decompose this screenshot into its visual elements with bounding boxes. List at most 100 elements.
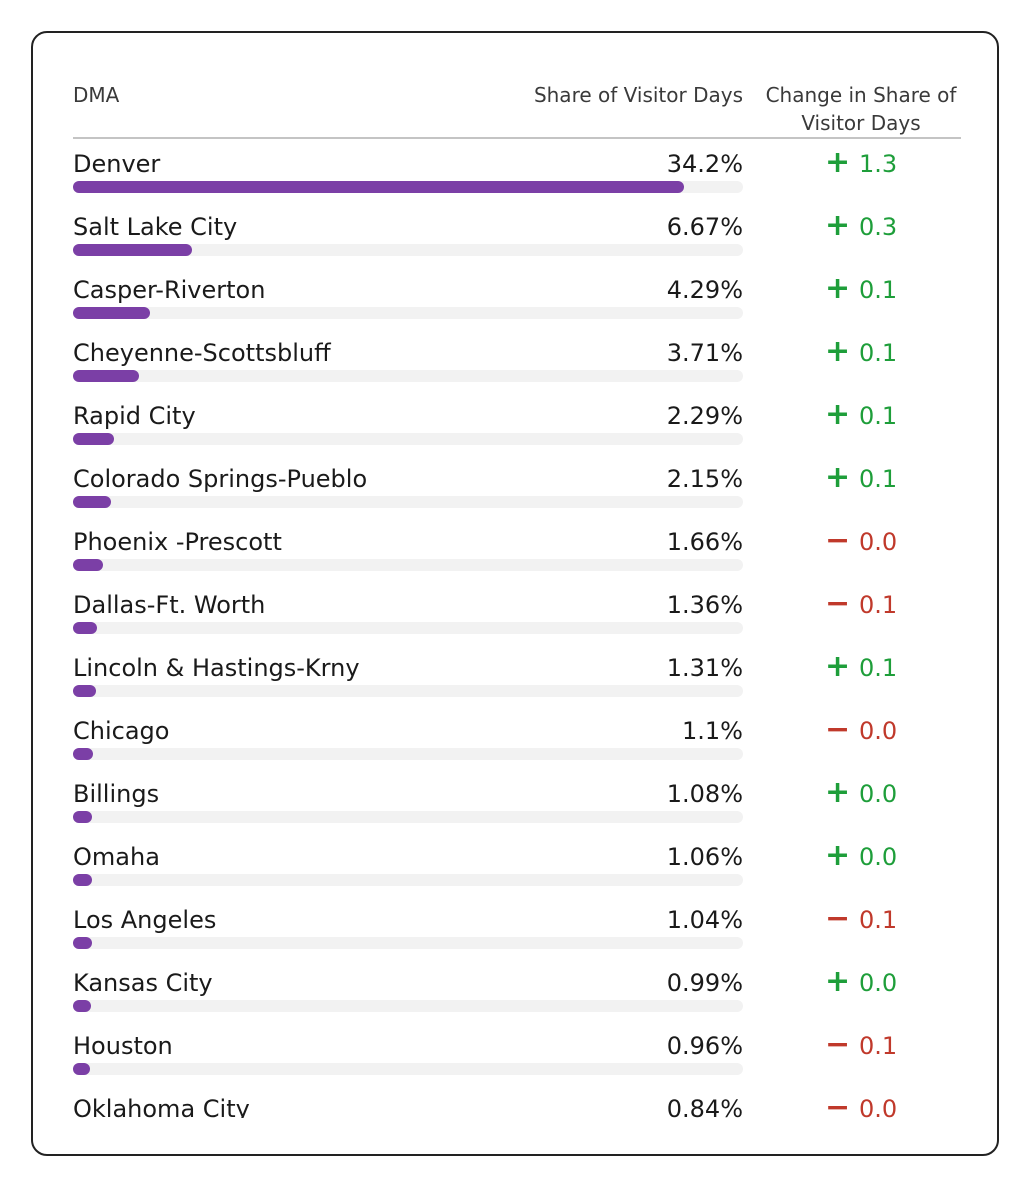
share-bar-track: [73, 874, 743, 886]
dma-name: Rapid City: [73, 402, 196, 430]
change-number: 0.0: [859, 717, 898, 745]
table-row[interactable]: Casper-Riverton 4.29% +0.1: [73, 265, 961, 328]
plus-icon: +: [825, 964, 851, 999]
change-number: 0.1: [859, 402, 898, 430]
column-header-dma[interactable]: DMA: [73, 83, 120, 107]
share-bar-track: [73, 685, 743, 697]
share-value: 0.96%: [666, 1032, 743, 1060]
dma-name: Dallas-Ft. Worth: [73, 591, 266, 619]
change-value: +0.1: [825, 399, 897, 432]
column-header-share[interactable]: Share of Visitor Days: [533, 83, 743, 107]
change-value: −0.1: [825, 903, 897, 936]
table-row[interactable]: Chicago 1.1% −0.0: [73, 706, 961, 769]
change-value: +0.0: [825, 777, 897, 810]
change-number: 0.1: [859, 906, 898, 934]
minus-icon: −: [825, 901, 851, 936]
change-number: 0.1: [859, 276, 898, 304]
table-row[interactable]: Salt Lake City 6.67% +0.3: [73, 202, 961, 265]
share-bar: [73, 811, 93, 823]
change-number: 0.1: [859, 591, 898, 619]
share-bar: [73, 244, 193, 256]
share-value: 1.31%: [666, 654, 743, 682]
change-number: 0.1: [859, 654, 898, 682]
share-value: 1.04%: [666, 906, 743, 934]
share-bar-track: [73, 244, 743, 256]
share-bar: [73, 496, 112, 508]
share-value: 1.1%: [682, 717, 743, 745]
plus-icon: +: [825, 460, 851, 495]
dma-name: Colorado Springs-Pueblo: [73, 465, 368, 493]
dma-name: Kansas City: [73, 969, 213, 997]
dma-name: Casper-Riverton: [73, 276, 266, 304]
change-number: 0.0: [859, 528, 898, 556]
share-bar: [73, 181, 685, 193]
table-row[interactable]: Omaha 1.06% +0.0: [73, 832, 961, 895]
plus-icon: +: [825, 838, 851, 873]
change-value: −0.0: [825, 525, 897, 558]
share-value: 6.67%: [666, 213, 743, 241]
table-body: Denver 34.2% +1.3 Salt Lake City 6.67% +0.3 Ca…: [73, 139, 961, 1118]
plus-icon: +: [825, 208, 851, 243]
share-value: 2.15%: [666, 465, 743, 493]
plus-icon: +: [825, 145, 851, 180]
share-bar: [73, 874, 92, 886]
plus-icon: +: [825, 334, 851, 369]
change-number: 0.1: [859, 339, 898, 367]
share-value: 3.71%: [666, 339, 743, 367]
plus-icon: +: [825, 775, 851, 810]
table-card: DMA Share of Visitor Days Change in Shar…: [31, 31, 999, 1156]
table-row[interactable]: Phoenix -Prescott 1.66% −0.0: [73, 517, 961, 580]
change-number: 0.3: [859, 213, 898, 241]
share-value: 34.2%: [666, 150, 743, 178]
share-value: 1.08%: [666, 780, 743, 808]
share-bar: [73, 685, 97, 697]
dma-name: Los Angeles: [73, 906, 217, 934]
change-value: +0.0: [825, 840, 897, 873]
share-bar: [73, 1063, 91, 1075]
table-row[interactable]: Lincoln & Hastings-Krny 1.31% +0.1: [73, 643, 961, 706]
column-header-change[interactable]: Change in Share of Visitor Days: [765, 83, 957, 135]
table-row[interactable]: Colorado Springs-Pueblo 2.15% +0.1: [73, 454, 961, 517]
share-bar-track: [73, 559, 743, 571]
change-number: 0.0: [859, 969, 898, 997]
dma-name: Cheyenne-Scottsbluff: [73, 339, 331, 367]
table-row[interactable]: Billings 1.08% +0.0: [73, 769, 961, 832]
dma-name: Billings: [73, 780, 160, 808]
table-row[interactable]: Dallas-Ft. Worth 1.36% −0.1: [73, 580, 961, 643]
share-bar: [73, 370, 140, 382]
plus-icon: +: [825, 649, 851, 684]
table-row[interactable]: Houston 0.96% −0.1: [73, 1021, 961, 1084]
change-value: +0.0: [825, 966, 897, 999]
share-value: 1.06%: [666, 843, 743, 871]
minus-icon: −: [825, 712, 851, 747]
share-bar-track: [73, 1000, 743, 1012]
dma-name: Phoenix -Prescott: [73, 528, 282, 556]
share-bar-track: [73, 811, 743, 823]
dma-name: Lincoln & Hastings-Krny: [73, 654, 360, 682]
share-bar: [73, 622, 98, 634]
dma-table: DMA Share of Visitor Days Change in Shar…: [73, 73, 961, 1118]
share-bar-track: [73, 307, 743, 319]
change-number: 0.1: [859, 465, 898, 493]
table-row[interactable]: Denver 34.2% +1.3: [73, 139, 961, 202]
share-value: 0.99%: [666, 969, 743, 997]
table-row[interactable]: Cheyenne-Scottsbluff 3.71% +0.1: [73, 328, 961, 391]
table-row[interactable]: Oklahoma City 0.84% −0.0: [73, 1084, 961, 1119]
share-bar: [73, 748, 93, 760]
share-bar-track: [73, 181, 743, 193]
plus-icon: +: [825, 397, 851, 432]
change-number: 0.1: [859, 1032, 898, 1060]
change-value: +0.1: [825, 462, 897, 495]
change-value: −0.0: [825, 714, 897, 747]
minus-icon: −: [825, 1090, 851, 1119]
dma-name: Houston: [73, 1032, 173, 1060]
table-row[interactable]: Rapid City 2.29% +0.1: [73, 391, 961, 454]
table-row[interactable]: Los Angeles 1.04% −0.1: [73, 895, 961, 958]
table-row[interactable]: Kansas City 0.99% +0.0: [73, 958, 961, 1021]
dma-name: Chicago: [73, 717, 170, 745]
change-value: +0.3: [825, 210, 897, 243]
share-bar-track: [73, 748, 743, 760]
change-number: 0.0: [859, 780, 898, 808]
share-bar: [73, 559, 103, 571]
change-value: −0.0: [825, 1090, 897, 1119]
